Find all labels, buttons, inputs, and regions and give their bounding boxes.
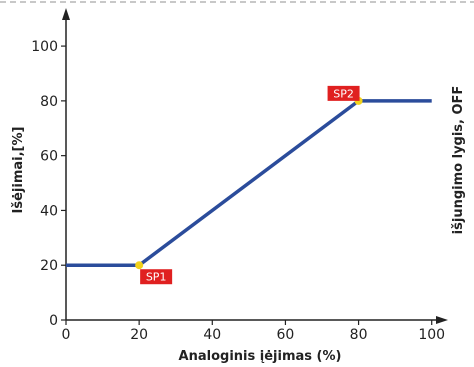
- y-tick-label: 80: [40, 94, 58, 110]
- setpoint-label: SP1: [146, 271, 167, 284]
- x-tick-label: 20: [130, 327, 148, 343]
- setpoint-markers: SP1 SP2: [135, 85, 363, 285]
- series-line: [66, 99, 432, 267]
- x-axis-title: Analoginis įėjimas (%): [179, 349, 342, 364]
- y-axis-title: Išėjimai,[%]: [11, 127, 26, 214]
- x-tick-label: 100: [418, 327, 445, 343]
- x-axis-arrow-icon: [436, 316, 448, 324]
- x-tick-label: 60: [277, 327, 295, 343]
- x-axis: [66, 316, 448, 324]
- y-tick-label: 60: [40, 149, 58, 165]
- y-axis: [62, 8, 70, 320]
- setpoint-marker: [135, 261, 144, 270]
- x-tick-label: 0: [62, 327, 71, 343]
- right-axis-title: išjungimo lygis, OFF: [451, 86, 466, 235]
- setpoint-label: SP2: [333, 87, 354, 100]
- x-tick-label: 40: [203, 327, 221, 343]
- x-ticks: 0 20 40 60 80 100: [62, 320, 445, 343]
- setpoint-label-bg: [140, 269, 173, 285]
- x-tick-label: 80: [350, 327, 368, 343]
- setpoint-label-bg: [327, 85, 360, 101]
- y-tick-label: 20: [40, 258, 58, 274]
- y-tick-label: 100: [31, 39, 58, 55]
- y-tick-label: 0: [49, 313, 58, 329]
- y-tick-label: 40: [40, 203, 58, 219]
- y-axis-arrow-icon: [62, 8, 70, 20]
- y-ticks: 0 20 40 60 80 100: [31, 39, 66, 329]
